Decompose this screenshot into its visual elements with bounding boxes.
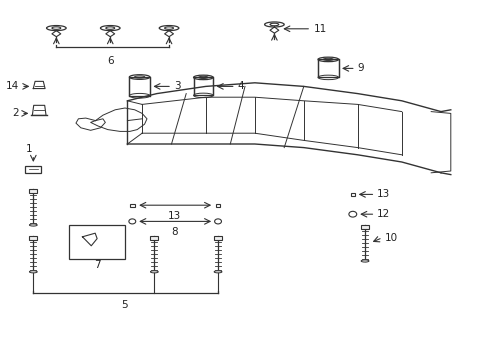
Text: 2: 2 [12,108,19,118]
Text: 12: 12 [377,209,391,219]
Bar [150,236,158,240]
Bar [194,77,213,95]
Text: 4: 4 [238,81,245,91]
Bar [29,236,37,240]
Bar [216,203,220,207]
Bar [130,203,134,207]
Bar [29,189,37,193]
Text: 13: 13 [377,189,391,199]
Text: 9: 9 [358,63,365,73]
Bar [350,193,355,196]
Text: 13: 13 [168,211,182,221]
Text: 7: 7 [94,260,100,270]
Ellipse shape [361,260,369,262]
Ellipse shape [29,271,37,273]
Bar [318,59,339,77]
Bar [25,166,41,173]
Bar [69,225,125,259]
Ellipse shape [29,224,37,226]
Bar [214,236,222,240]
Bar [129,77,150,96]
Text: 6: 6 [107,56,114,66]
Text: 5: 5 [122,300,128,310]
Bar [361,225,369,229]
Ellipse shape [214,271,222,273]
Text: 10: 10 [385,233,398,243]
Text: 14: 14 [5,81,19,91]
Text: 3: 3 [174,81,181,91]
Text: 8: 8 [172,227,178,237]
Text: 1: 1 [26,144,33,154]
Text: 11: 11 [314,24,327,34]
Ellipse shape [150,271,158,273]
